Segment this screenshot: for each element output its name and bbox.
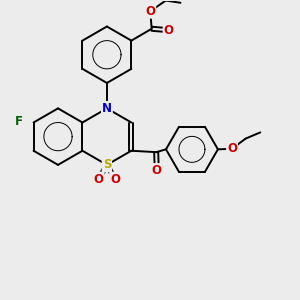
Text: O: O [145, 5, 155, 18]
Text: N: N [102, 102, 112, 115]
Text: O: O [164, 24, 174, 37]
Text: O: O [227, 142, 237, 155]
Text: S: S [103, 158, 111, 171]
Text: O: O [110, 172, 120, 185]
Text: O: O [152, 164, 162, 177]
Text: O: O [94, 172, 104, 185]
Text: F: F [15, 115, 23, 128]
